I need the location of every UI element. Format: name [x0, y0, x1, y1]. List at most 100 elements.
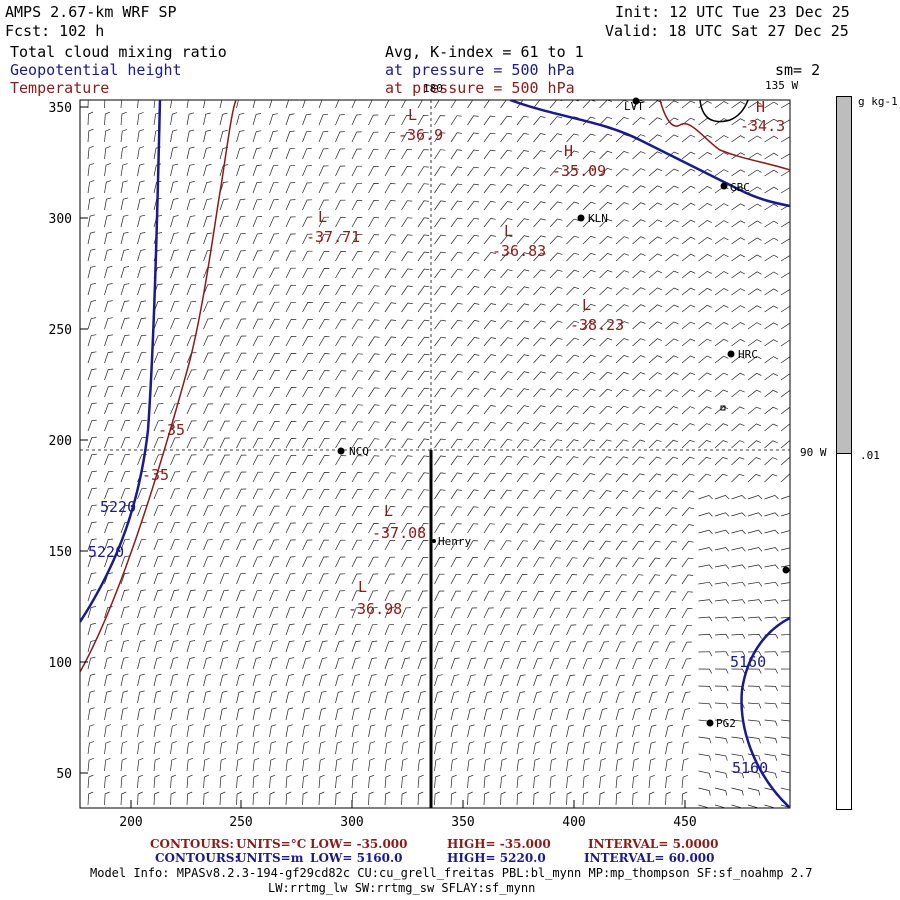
wind-barb	[170, 757, 177, 772]
wind-barb	[549, 641, 560, 653]
wind-barb	[368, 690, 377, 704]
wind-barb	[467, 387, 480, 398]
wind-barb	[368, 455, 380, 466]
wind-barb	[186, 283, 197, 296]
wind-barb	[632, 540, 644, 551]
wind-barb	[698, 512, 713, 517]
wind-barb	[434, 540, 446, 551]
wind-barb	[599, 439, 612, 449]
wind-barb	[533, 489, 546, 500]
wind-barb	[681, 439, 695, 449]
wind-barb	[731, 338, 745, 347]
center-value: -36.83	[492, 242, 546, 260]
wind-barb	[269, 791, 275, 806]
wind-barb	[500, 674, 509, 687]
wind-barb	[236, 707, 244, 721]
wind-barb	[335, 100, 340, 109]
wind-barb	[236, 505, 247, 517]
wind-barb	[236, 250, 246, 262]
wind-barb	[467, 640, 477, 653]
station-marker	[337, 447, 345, 455]
wind-barb	[87, 368, 97, 381]
wind-barb	[483, 472, 496, 483]
temp-contour-west	[80, 100, 237, 673]
wind-barb	[467, 337, 480, 347]
wind-barb	[384, 387, 397, 398]
wind-barb	[500, 489, 512, 500]
wind-barb	[318, 758, 326, 772]
wind-barb	[731, 736, 745, 744]
wind-barb	[731, 787, 744, 796]
wind-barb	[714, 169, 729, 177]
wind-barb	[566, 489, 579, 500]
wind-barb	[417, 166, 429, 177]
wind-barb	[417, 607, 428, 619]
wind-barb	[731, 186, 746, 194]
wind-barb	[450, 540, 462, 551]
wind-barb	[434, 556, 445, 568]
wind-barb	[731, 457, 745, 466]
wind-barb	[269, 488, 280, 500]
wind-barb	[665, 168, 679, 177]
wind-barb	[384, 336, 397, 347]
wind-barb	[384, 657, 394, 670]
wind-barb	[137, 214, 146, 228]
wind-barb	[615, 100, 629, 109]
wind-barb	[500, 371, 513, 381]
wind-barb	[368, 674, 377, 687]
wind-barb	[467, 286, 480, 296]
wind-barb	[516, 741, 524, 755]
wind-barb	[318, 353, 330, 364]
wind-barb	[87, 656, 96, 670]
wind-barb	[764, 152, 779, 160]
lon-label-90w: 90 W	[800, 446, 827, 459]
wind-barb	[764, 685, 778, 692]
wind-barb	[434, 268, 446, 279]
wind-barb	[368, 438, 380, 449]
wind-barb	[549, 707, 558, 721]
wind-barb	[500, 607, 511, 619]
wind-barb	[599, 405, 612, 415]
wind-barb	[186, 198, 196, 211]
wind-barb	[318, 113, 329, 126]
wind-barb	[417, 387, 430, 398]
wind-barb	[285, 353, 297, 364]
wind-barb	[615, 202, 629, 211]
y-tick-label: 150	[49, 545, 72, 560]
wind-barb	[368, 472, 380, 483]
wind-barb	[780, 271, 790, 279]
wind-barb	[681, 591, 693, 602]
wind-barb	[186, 215, 196, 228]
wind-barb	[632, 168, 646, 177]
wind-barb	[549, 133, 563, 143]
wind-barb	[351, 114, 362, 126]
wind-barb	[351, 640, 361, 653]
wind-barb	[648, 741, 656, 755]
wind-barb	[87, 163, 95, 177]
wind-barb	[599, 456, 612, 466]
wind-barb	[500, 724, 508, 738]
wind-barb	[318, 285, 330, 296]
wind-barb	[500, 758, 507, 772]
wind-barb	[615, 473, 629, 483]
wind-barb	[516, 758, 524, 772]
wind-barb	[533, 184, 546, 194]
wind-barb	[401, 791, 407, 806]
wind-barb	[516, 115, 529, 126]
wind-barb	[219, 589, 229, 602]
wind-barb	[665, 456, 678, 466]
wind-barb	[335, 707, 343, 721]
wind-barb	[318, 319, 330, 330]
wind-barb	[632, 791, 638, 806]
wind-barb	[483, 269, 496, 279]
wind-barb	[417, 791, 424, 806]
colorbar-fill	[837, 97, 851, 454]
wind-barb	[516, 303, 530, 313]
wind-barb	[665, 591, 677, 602]
x-tick-label: 200	[119, 815, 142, 830]
wind-barb	[516, 791, 523, 806]
wind-barb	[417, 624, 428, 636]
wind-barb	[467, 303, 480, 313]
wind-barb	[780, 102, 790, 109]
wind-barb	[665, 524, 678, 534]
